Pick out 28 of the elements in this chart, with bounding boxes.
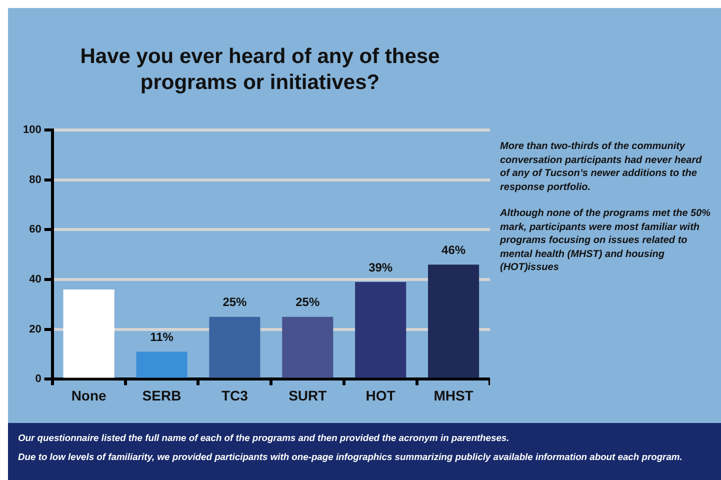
bar: [355, 282, 406, 378]
y-tick-label: 80: [29, 174, 42, 186]
text: More than two-thirds of the community conversation participants had never heard of any of Tucson’s newer additions to the response portfolio.: [500, 140, 703, 194]
data-label: 11%: [150, 330, 174, 344]
x-tick-label: MHST: [434, 387, 474, 404]
bar: [282, 316, 334, 378]
x-tick-label: HOT: [366, 387, 396, 404]
text: Our questionnaire listed the full name of each of the programs and then provided the acronym in parentheses.: [18, 432, 510, 443]
text: Due to low levels of familiarity, we provided participants with one-page infographics summarizing publicly available information about each program.: [18, 451, 684, 462]
data-label: 39%: [368, 260, 393, 274]
y-tick-label: 40: [29, 274, 42, 286]
x-tick-label: SURT: [288, 387, 328, 404]
x-tick-label: SERB: [142, 387, 182, 404]
bar: [136, 352, 188, 378]
bar: [428, 264, 480, 378]
text: Although none of the programs met the 50% mark, participants were most familiar with programs focusing on issues related to mental health (MHST) and housing (HOT)issues: [500, 207, 712, 274]
data-label: 25%: [296, 295, 320, 310]
x-tick-label: TC3: [221, 387, 248, 404]
y-tick-label: 60: [29, 224, 42, 236]
y-tick-label: 100: [22, 124, 42, 136]
data-label: 46%: [442, 242, 466, 257]
data-label: 25%: [222, 295, 248, 310]
chart-title: Have you ever heard of any of these programs or initiatives?: [79, 44, 441, 96]
bar: [63, 289, 114, 378]
y-tick-label: 0: [35, 373, 42, 386]
y-tick-label: 20: [29, 323, 42, 336]
bar: [209, 316, 260, 378]
x-tick-label: None: [71, 387, 107, 404]
